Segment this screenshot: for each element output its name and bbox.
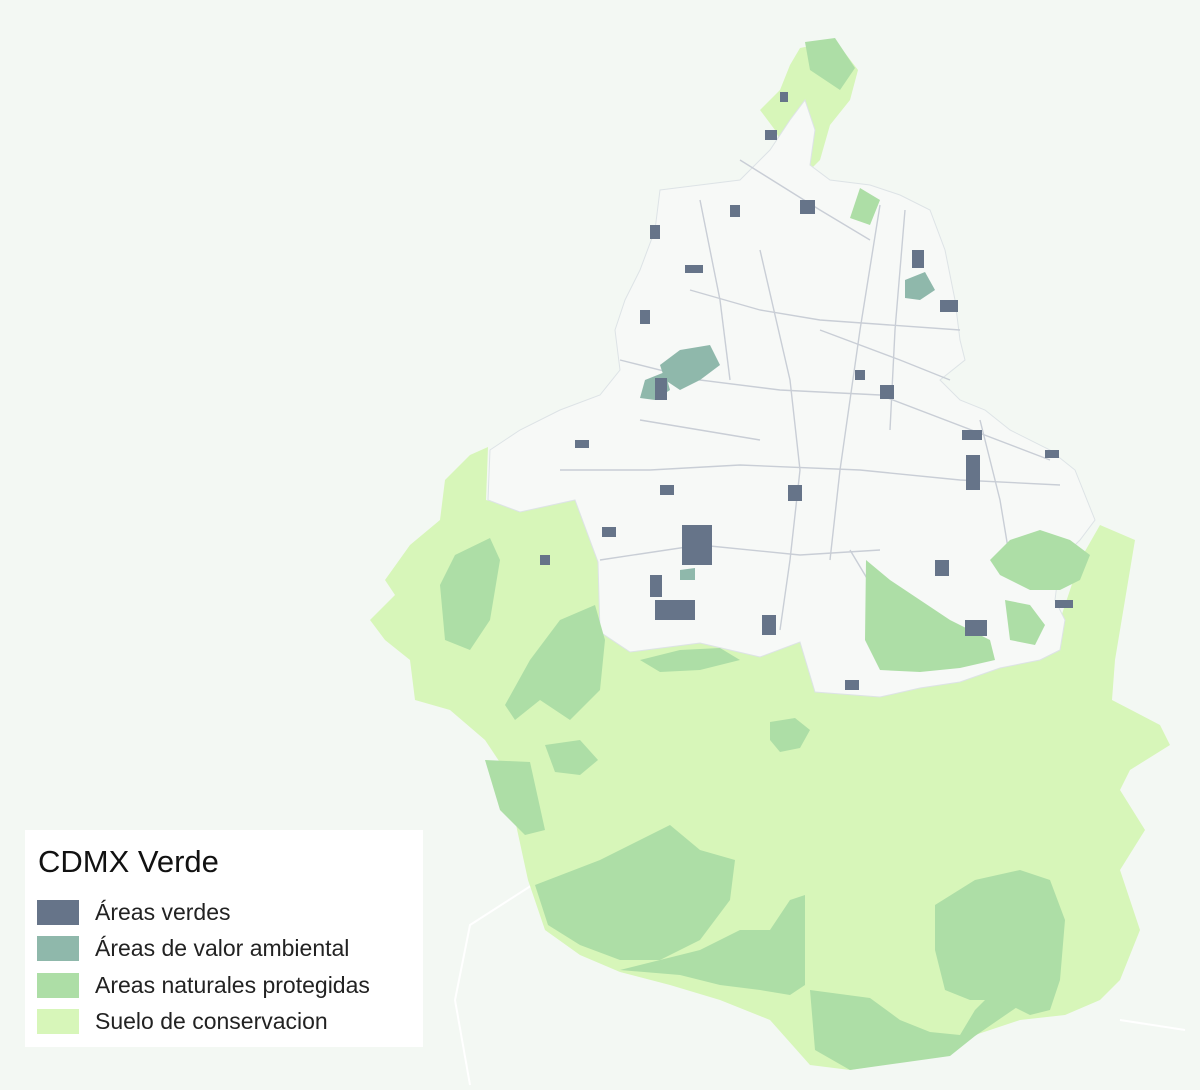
legend-swatch	[37, 899, 79, 925]
neighbor-boundary	[453, 879, 541, 1086]
legend-swatch	[37, 1009, 79, 1035]
legend-title: CDMX Verde	[38, 844, 219, 879]
protected-natural-areas	[440, 38, 1090, 1070]
neighbor-boundary	[1119, 1019, 1186, 1031]
legend-label: Areas naturales protegidas	[95, 971, 370, 998]
green-areas	[540, 92, 1073, 690]
legend-item-areas-verdes: Áreas verdes	[37, 894, 411, 931]
legend-swatch	[37, 972, 79, 998]
legend-swatch	[37, 936, 79, 962]
legend-item-suelo-conservacion: Suelo de conservacion	[37, 1004, 411, 1041]
legend-label: Áreas de valor ambiental	[95, 935, 350, 962]
legend-label: Suelo de conservacion	[95, 1008, 328, 1035]
legend-item-naturales-protegidas: Areas naturales protegidas	[37, 967, 411, 1004]
legend-item-valor-ambiental: Áreas de valor ambiental	[37, 931, 411, 968]
legend-label: Áreas verdes	[95, 898, 231, 925]
map-legend: CDMX Verde Áreas verdes Áreas de valor a…	[25, 830, 423, 1047]
